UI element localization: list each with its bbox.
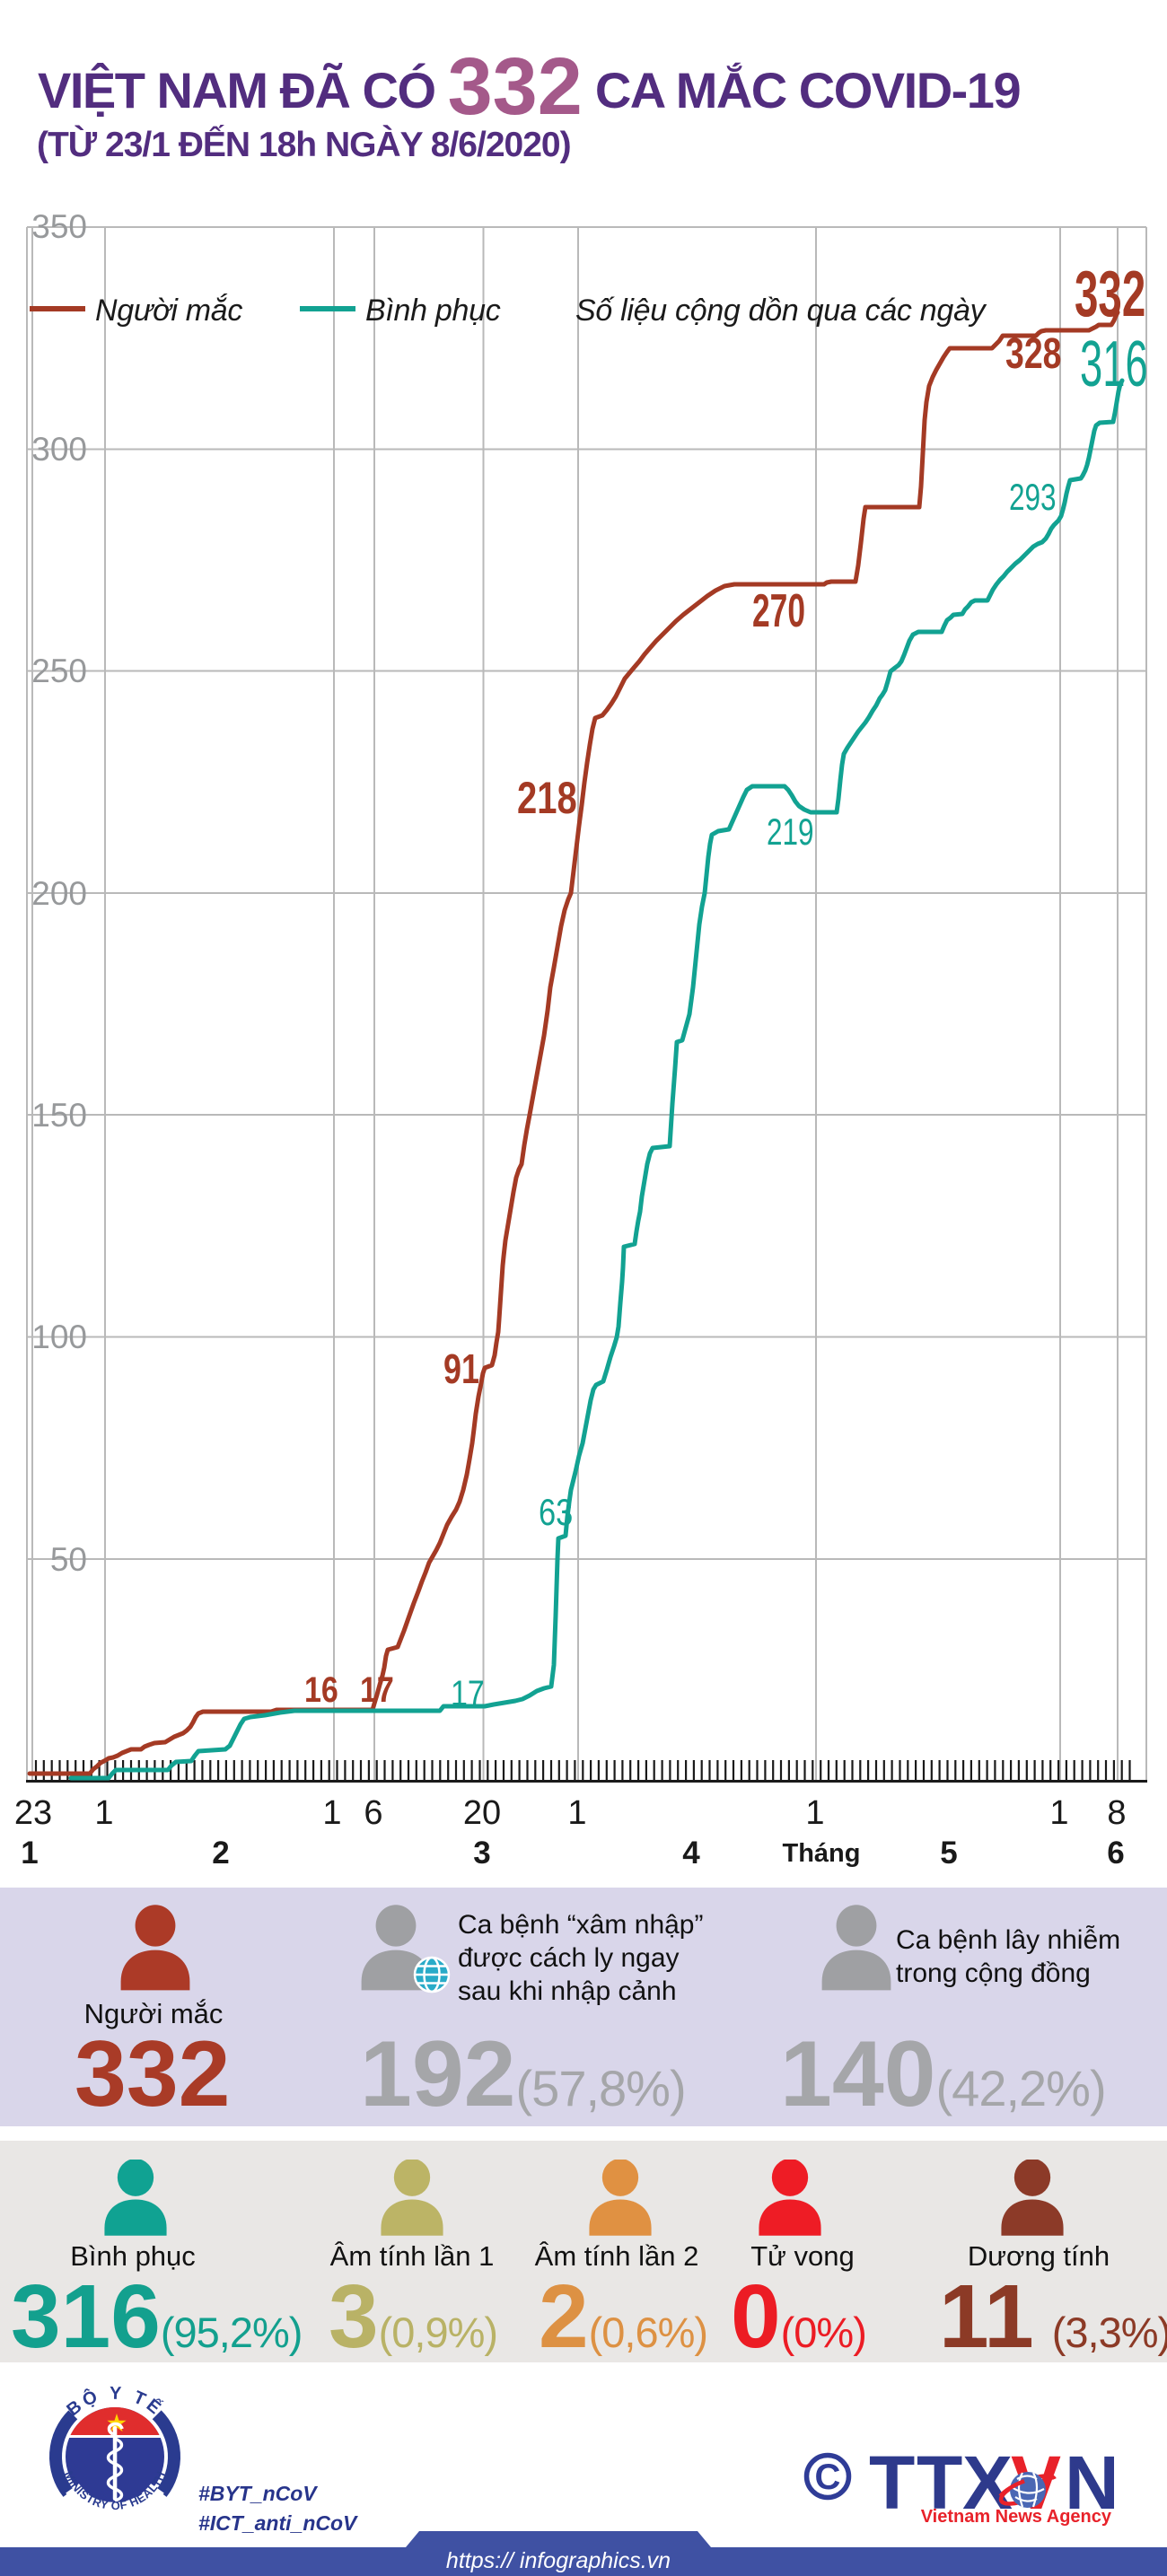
svg-text:17: 17 [360, 1669, 394, 1709]
svg-text:300: 300 [31, 431, 87, 468]
svg-text:328: 328 [1005, 330, 1061, 379]
svg-text:5: 5 [940, 1836, 957, 1871]
svg-text:Bình phục: Bình phục [365, 294, 501, 328]
svg-text:#ICT_anti_nCoV: #ICT_anti_nCoV [198, 2511, 358, 2535]
svg-text:#BYT_nCoV: #BYT_nCoV [198, 2482, 318, 2505]
svg-text:1: 1 [322, 1794, 341, 1832]
svg-text:T: T [869, 2440, 915, 2525]
svg-text:T: T [917, 2440, 962, 2525]
svg-text:Số liệu cộng dồn qua các ngày: Số liệu cộng dồn qua các ngày [575, 294, 987, 328]
svg-text:https:// infographics.vn: https:// infographics.vn [446, 2548, 671, 2573]
svg-text:6: 6 [364, 1794, 382, 1832]
svg-text:3: 3 [473, 1836, 490, 1871]
svg-text:C: C [815, 2458, 841, 2497]
svg-text:6: 6 [1107, 1836, 1124, 1871]
svg-text:Tháng: Tháng [783, 1839, 861, 1868]
svg-text:91: 91 [443, 1346, 479, 1392]
svg-text:50: 50 [50, 1541, 87, 1578]
svg-text:63: 63 [539, 1492, 573, 1534]
svg-text:100: 100 [31, 1319, 87, 1355]
svg-text:270: 270 [752, 585, 805, 636]
svg-text:332: 332 [1075, 258, 1145, 329]
svg-text:200: 200 [31, 875, 87, 912]
svg-text:16: 16 [304, 1669, 338, 1709]
svg-text:17: 17 [451, 1672, 485, 1713]
svg-text:293: 293 [1009, 476, 1057, 519]
svg-text:1: 1 [1049, 1794, 1068, 1832]
svg-text:1: 1 [805, 1794, 824, 1832]
svg-text:23: 23 [14, 1794, 52, 1832]
svg-text:Vietnam News Agency: Vietnam News Agency [921, 2507, 1112, 2527]
svg-text:1: 1 [94, 1794, 113, 1832]
svg-text:2: 2 [212, 1836, 229, 1871]
svg-text:Người mắc: Người mắc [95, 294, 242, 328]
svg-text:150: 150 [31, 1097, 87, 1134]
svg-text:316: 316 [1080, 328, 1148, 399]
svg-text:218: 218 [517, 773, 577, 823]
svg-text:20: 20 [463, 1794, 501, 1832]
svg-text:1: 1 [567, 1794, 586, 1832]
svg-text:250: 250 [31, 653, 87, 689]
svg-text:350: 350 [31, 208, 87, 245]
svg-text:4: 4 [682, 1836, 700, 1871]
svg-text:8: 8 [1107, 1794, 1126, 1832]
svg-text:1: 1 [21, 1836, 38, 1871]
svg-text:219: 219 [767, 810, 814, 854]
svg-text:N: N [1065, 2440, 1119, 2525]
svg-text:X: X [962, 2440, 1013, 2525]
